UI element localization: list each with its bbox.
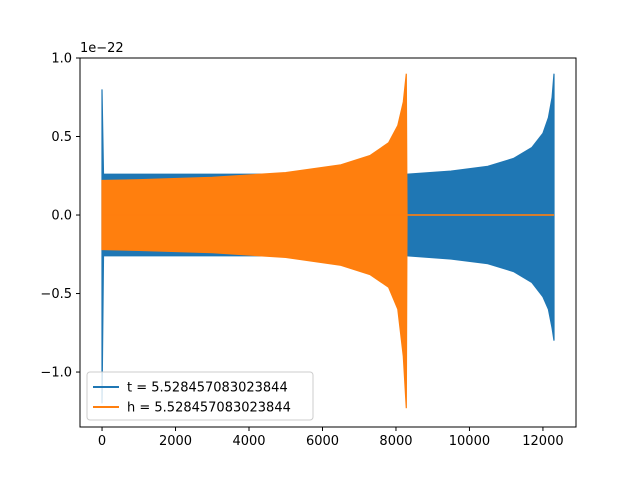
legend: t = 5.528457083023844 h = 5.5284570830238… bbox=[86, 371, 314, 421]
legend-label: h = 5.528457083023844 bbox=[127, 401, 291, 416]
series-2 bbox=[101, 73, 554, 409]
series-layer bbox=[101, 73, 555, 409]
y-tick-label: 1.0 bbox=[51, 52, 72, 67]
y-tick-label: −0.5 bbox=[40, 287, 72, 302]
x-tick-label: 4000 bbox=[232, 434, 265, 449]
x-tick-label: 2000 bbox=[159, 434, 192, 449]
y-axis: −1.0 −0.5 0.0 0.5 1.0 bbox=[40, 52, 80, 381]
x-tick-label: 0 bbox=[98, 434, 106, 449]
plot-frame bbox=[79, 57, 577, 428]
x-tick-label: 10000 bbox=[449, 434, 490, 449]
y-tick-label: −1.0 bbox=[40, 366, 72, 381]
x-axis: 0 2000 4000 6000 8000 10000 12000 bbox=[98, 427, 564, 449]
y-offset-label: 1e−22 bbox=[80, 41, 124, 56]
legend-box bbox=[86, 371, 314, 421]
x-tick-label: 6000 bbox=[306, 434, 339, 449]
x-tick-label: 8000 bbox=[379, 434, 412, 449]
y-tick-label: 0.0 bbox=[51, 209, 72, 224]
x-tick-label: 12000 bbox=[522, 434, 563, 449]
y-tick-label: 0.5 bbox=[51, 130, 72, 145]
legend-label: t = 5.528457083023844 bbox=[127, 381, 288, 396]
